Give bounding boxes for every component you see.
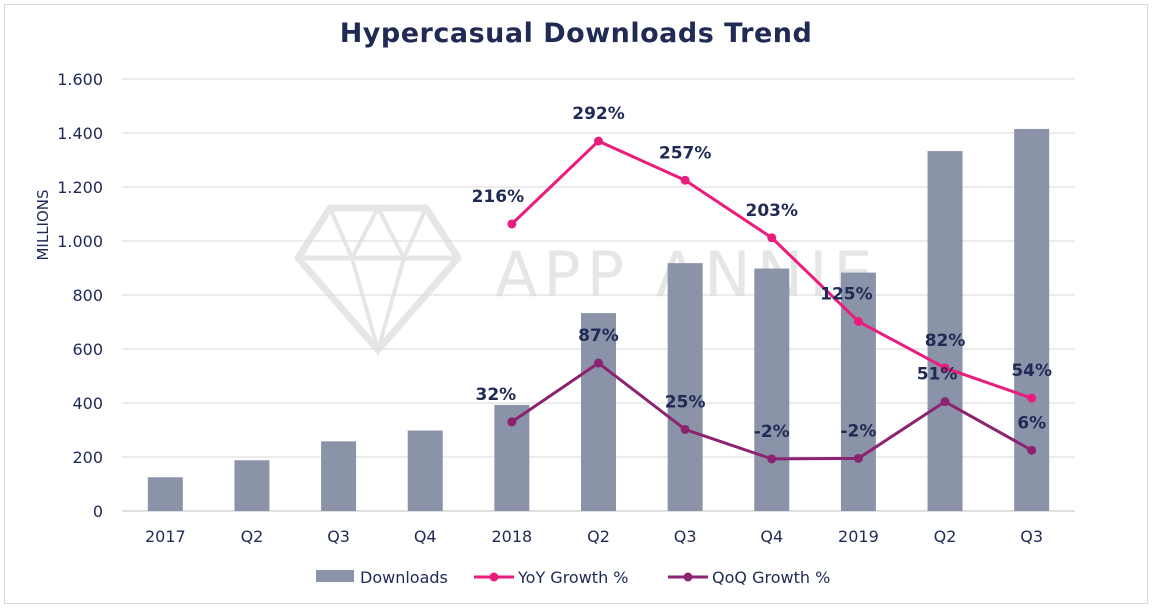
data-label: 6% [1017, 413, 1046, 433]
series-marker [594, 358, 603, 368]
series-marker [680, 175, 690, 185]
bar [927, 151, 963, 511]
x-tick-label: Q2 [241, 527, 264, 546]
series-marker [594, 136, 603, 146]
series-marker [1027, 393, 1037, 403]
data-label: 292% [572, 104, 625, 124]
legend-marker [683, 572, 693, 582]
bar [234, 460, 270, 511]
data-label: 203% [746, 201, 799, 221]
legend-marker [489, 572, 499, 582]
series-marker [767, 454, 777, 464]
y-tick-label: 800 [72, 286, 103, 305]
x-tick-label: 2018 [492, 527, 533, 546]
series-marker [940, 363, 950, 373]
series-marker [853, 453, 863, 463]
bar [407, 430, 443, 511]
bar [321, 441, 357, 511]
x-tick-label: Q2 [587, 527, 610, 546]
watermark-diamond-facet [350, 203, 406, 259]
x-tick-label: Q3 [1020, 527, 1043, 546]
y-tick-label: 400 [72, 394, 103, 413]
data-label: -2% [754, 422, 790, 442]
bar [581, 313, 616, 511]
watermark-diamond-icon [294, 204, 462, 354]
x-axis-ticks: 2017 Q2 Q3 Q4 2018 Q2 Q3 Q4 2019 Q2 Q3 [145, 527, 1043, 546]
series-marker [1027, 445, 1037, 455]
legend-swatch [316, 570, 354, 582]
bar [667, 263, 703, 511]
series-marker [940, 397, 950, 407]
x-tick-label: Q3 [327, 527, 350, 546]
series-marker [507, 417, 517, 427]
series-marker [853, 316, 863, 326]
chart-title: Hypercasual Downloads Trend [339, 18, 813, 49]
x-tick-label: Q3 [674, 527, 697, 546]
data-label: 32% [476, 385, 517, 405]
legend-label: YoY Growth % [517, 568, 629, 587]
legend-label: QoQ Growth % [712, 568, 830, 587]
data-label: 257% [659, 143, 712, 163]
x-tick-label: Q2 [934, 527, 957, 546]
data-label: -2% [840, 421, 876, 441]
data-label: 51% [917, 365, 958, 385]
y-tick-label: 1.600 [57, 70, 103, 89]
x-tick-label: Q4 [414, 527, 437, 546]
series-marker [767, 233, 777, 243]
x-tick-label: 2019 [838, 527, 879, 546]
data-label: 25% [665, 392, 706, 412]
x-tick-label: 2017 [145, 527, 186, 546]
data-label: 216% [472, 187, 525, 207]
series-marker [680, 424, 690, 434]
bar [147, 477, 183, 511]
bar [840, 272, 876, 511]
y-tick-label: 200 [72, 448, 103, 467]
data-label: 125% [820, 284, 873, 304]
y-tick-label: 600 [72, 340, 103, 359]
watermark-diamond-facet [328, 207, 428, 358]
data-label: 54% [1011, 361, 1052, 381]
x-tick-label: Q4 [760, 527, 783, 546]
bar-series [147, 128, 1050, 511]
series-marker [507, 219, 517, 229]
y-axis-ticks: 0 200 400 600 800 1.000 1.200 1.400 1.600 [57, 70, 103, 521]
data-labels: 216% 292% 257% 203% 125% 82% 54% 32% 87% 25% -2% -2… [472, 104, 1052, 442]
data-label: 87% [578, 326, 619, 346]
legend: Downloads YoY Growth % QoQ Growth % [316, 568, 830, 587]
y-tick-label: 1.400 [57, 124, 103, 143]
bar [754, 268, 790, 511]
y-tick-label: 1.000 [57, 232, 103, 251]
line-series [507, 136, 1037, 464]
y-tick-label: 0 [93, 502, 103, 521]
y-axis-title: MILLIONS [34, 189, 52, 260]
data-label: 82% [925, 331, 966, 351]
y-tick-label: 1.200 [57, 178, 103, 197]
legend-label: Downloads [360, 568, 448, 587]
